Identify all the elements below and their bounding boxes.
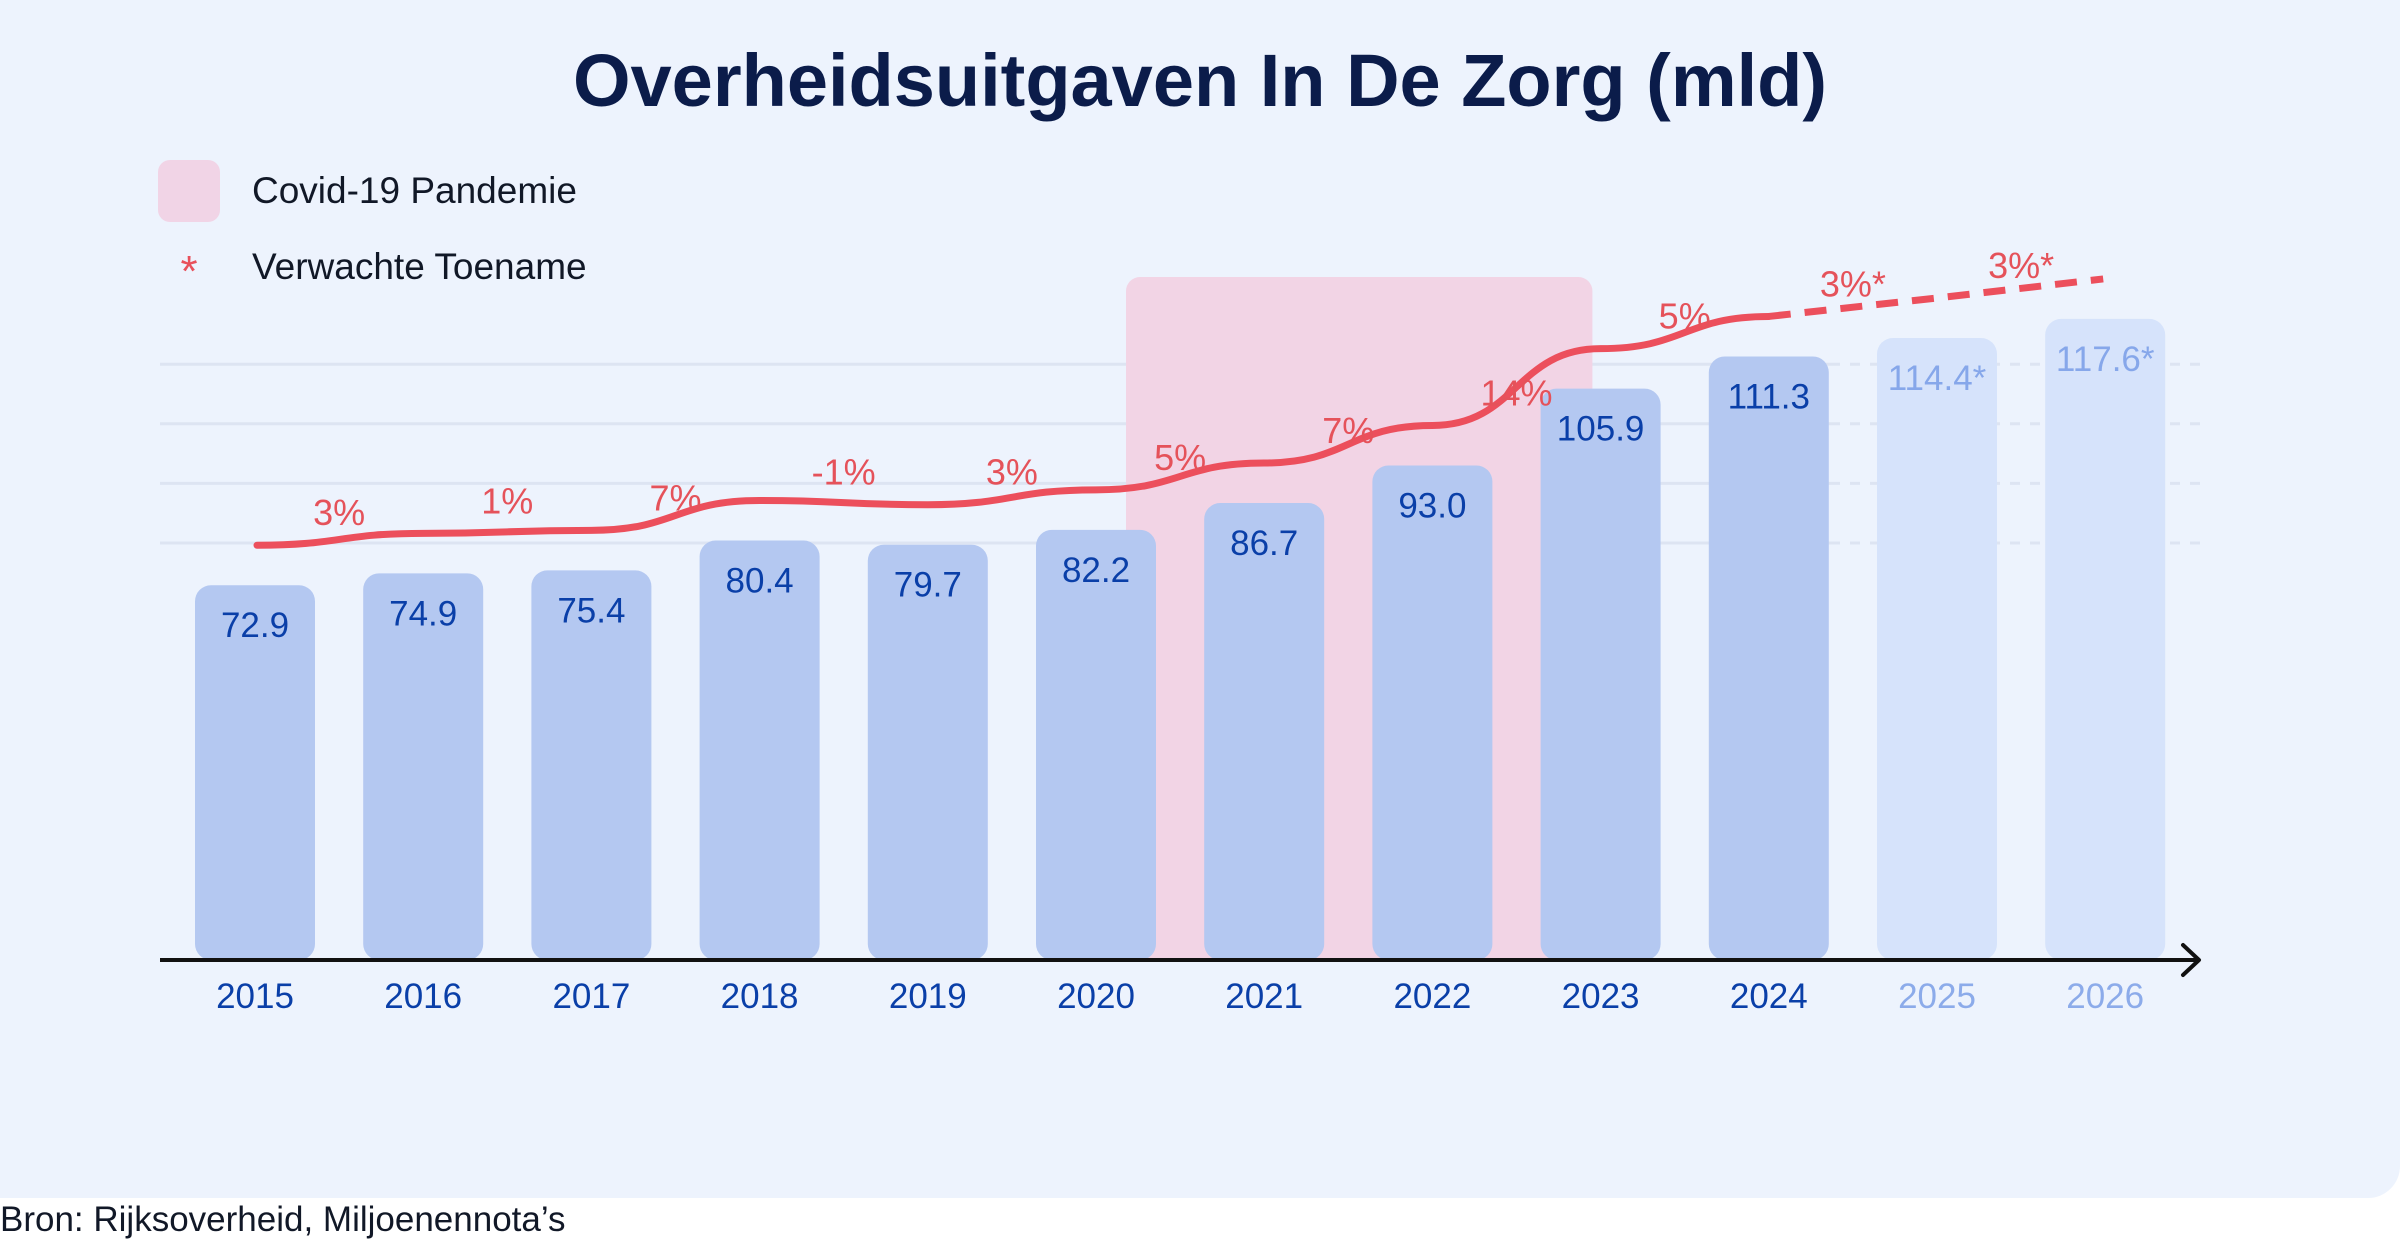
bar-2016 [363,573,484,960]
x-axis-arrow-icon [2181,943,2201,977]
bar-2022 [1372,465,1493,960]
growth-label-2017: 1% [481,480,533,521]
growth-label-2021: 5% [1154,437,1206,478]
bar-2023 [1540,388,1661,960]
bar-2017 [531,570,652,960]
growth-label-2016: 3% [313,492,365,533]
year-label-2023: 2023 [1562,977,1640,1016]
source-note: Bron: Rijksoverheid, Miljoenennota’s [0,1200,566,1239]
growth-label-2018: 7% [649,477,701,518]
growth-label-2024: 5% [1659,296,1711,337]
legend-pink-square-icon [158,160,220,222]
value-label-2018: 80.4 [726,562,794,601]
value-label-2017: 75.4 [557,591,625,630]
year-label-2016: 2016 [384,977,462,1016]
year-label-2015: 2015 [216,977,294,1016]
growth-label-2019: -1% [812,452,876,493]
value-label-2023: 105.9 [1557,410,1645,449]
bar-2015 [195,585,315,960]
legend-label-covid: Covid-19 Pandemie [252,170,577,211]
value-label-2016: 74.9 [389,594,457,633]
bar-2024 [1708,356,1829,960]
bar-2019 [867,544,988,960]
value-label-2019: 79.7 [894,566,962,605]
trend-line-projected [1768,275,2104,320]
value-label-2015: 72.9 [221,606,289,645]
trend-line [253,312,1773,549]
growth-label-2026: 3%* [1988,245,2054,286]
growth-label-2023: 14% [1480,372,1552,413]
value-label-2020: 82.2 [1062,551,1130,590]
value-label-2026: 117.6* [2056,340,2155,379]
chart-title: Overheidsuitgaven In De Zorg (mld) [572,39,1828,122]
growth-label-2025: 3%* [1820,263,1886,304]
growth-label-2022: 7% [1322,410,1374,451]
value-label-2025: 114.4* [1888,359,1987,398]
year-label-2018: 2018 [721,977,799,1016]
bar-2021 [1204,503,1325,960]
year-label-2019: 2019 [889,977,967,1016]
year-label-2024: 2024 [1730,977,1808,1016]
legend-label-expected: Verwachte Toename [252,246,587,287]
bar-2020 [1036,529,1156,960]
value-label-2024: 111.3 [1728,377,1810,416]
bar-2025 [1877,337,1997,960]
year-label-2025: 2025 [1898,977,1976,1016]
year-label-2021: 2021 [1225,977,1303,1016]
year-label-2017: 2017 [552,977,630,1016]
bar-2026 [2045,318,2166,960]
year-label-2022: 2022 [1393,977,1471,1016]
year-label-2020: 2020 [1057,977,1135,1016]
value-label-2022: 93.0 [1398,486,1466,525]
year-label-2026: 2026 [2066,977,2144,1016]
value-label-2021: 86.7 [1230,524,1298,563]
bar-2018 [699,540,820,960]
legend-star-icon: * [180,247,198,296]
growth-label-2020: 3% [986,452,1038,493]
